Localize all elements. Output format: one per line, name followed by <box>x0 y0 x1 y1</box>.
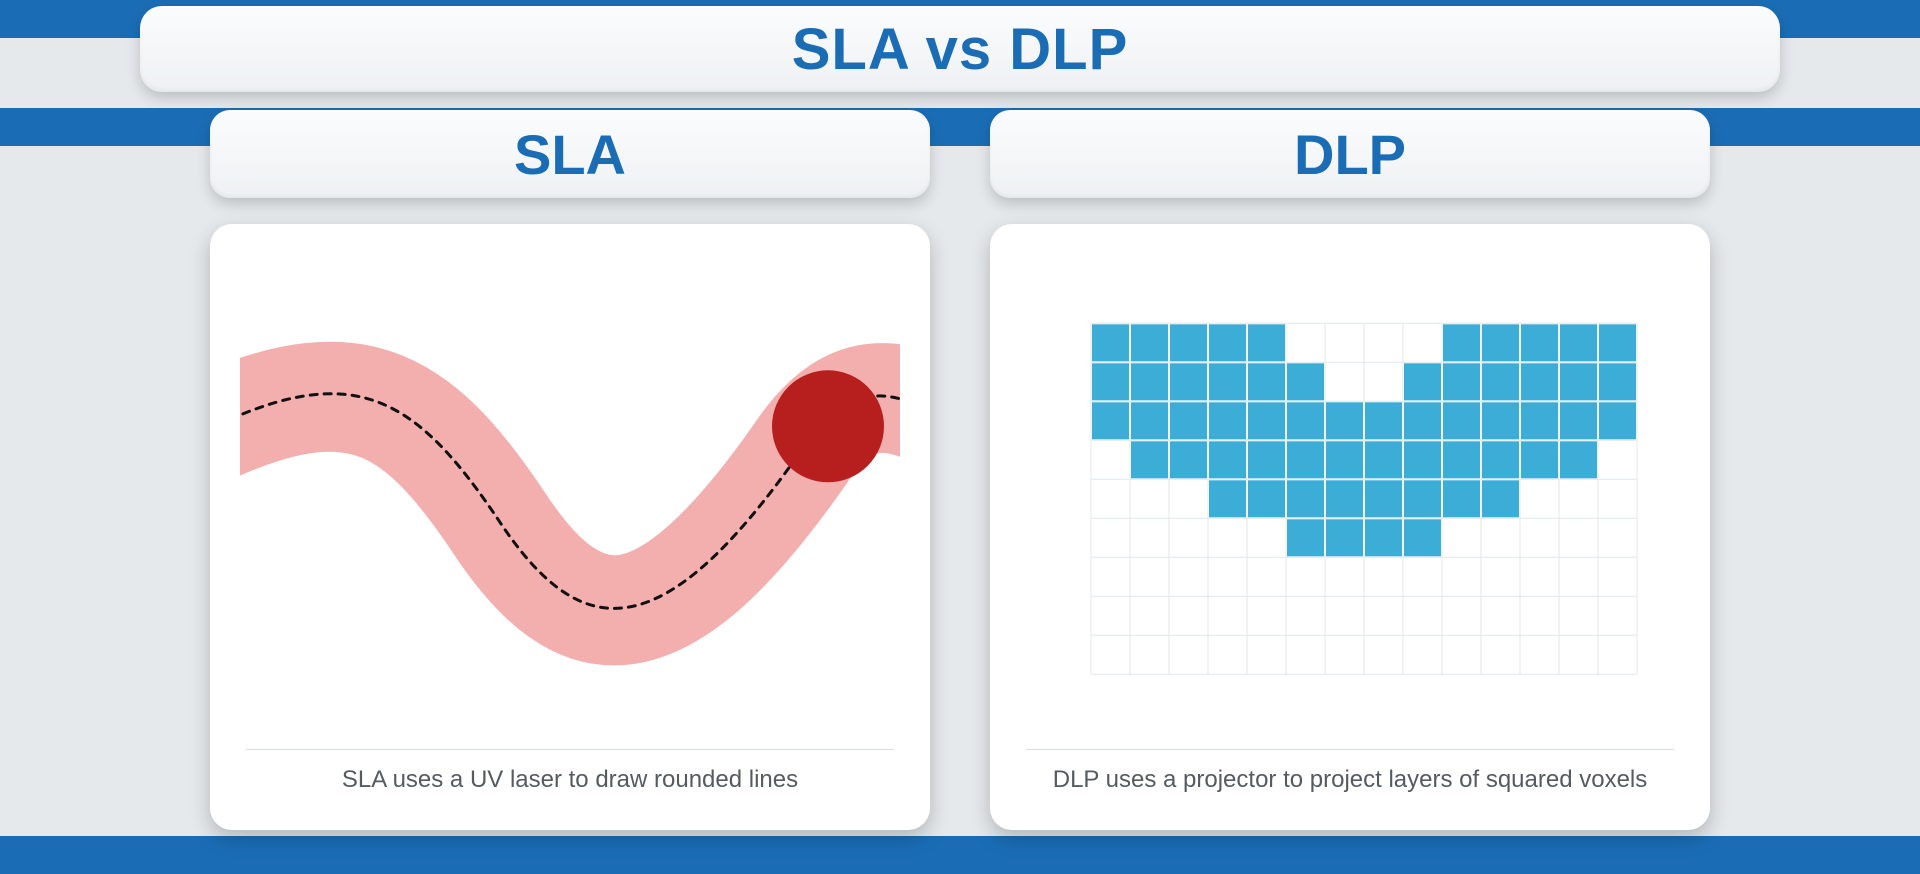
main-title-pill: SLA vs DLP <box>140 6 1780 92</box>
infographic-root: SLA vs DLP SLA SLA uses a UV laser to dr… <box>0 0 1920 864</box>
main-title: SLA vs DLP <box>792 16 1129 83</box>
dlp-voxel-svg <box>1020 244 1680 745</box>
panel-sla: SLA SLA uses a UV laser to draw rounded … <box>210 110 930 830</box>
panels-row: SLA SLA uses a UV laser to draw rounded … <box>200 110 1720 830</box>
dlp-divider <box>1026 749 1674 750</box>
dlp-illustration <box>1020 244 1680 745</box>
panel-dlp-title: DLP <box>1294 122 1406 187</box>
sla-curve-svg <box>240 244 900 745</box>
decor-bar-bottom <box>0 836 1920 874</box>
panel-dlp-header: DLP <box>990 110 1710 198</box>
sla-caption: SLA uses a UV laser to draw rounded line… <box>240 764 900 806</box>
panel-sla-header: SLA <box>210 110 930 198</box>
panel-dlp: DLP DLP uses a projector to project laye… <box>990 110 1710 830</box>
panel-sla-title: SLA <box>514 122 626 187</box>
panel-sla-card: SLA uses a UV laser to draw rounded line… <box>210 224 930 830</box>
sla-illustration <box>240 244 900 745</box>
sla-divider <box>246 749 894 750</box>
dlp-caption: DLP uses a projector to project layers o… <box>1020 764 1680 806</box>
panel-dlp-card: DLP uses a projector to project layers o… <box>990 224 1710 830</box>
